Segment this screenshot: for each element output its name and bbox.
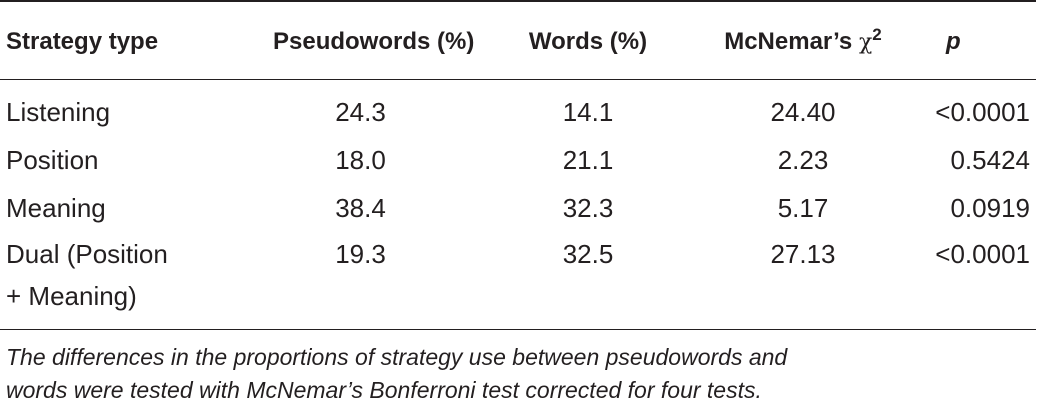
header-chi-symbol: χ [858,30,873,55]
cell-chi2: 27.13 [770,239,836,269]
cell-words: 14.1 [562,97,614,127]
table-footnote: The differences in the proportions of st… [6,341,1030,407]
table-header-rule [0,79,1036,80]
cell-pseudowords: 24.3 [335,97,386,127]
table-top-rule [0,0,1036,2]
header-strategy-type: Strategy type [6,28,159,55]
cell-chi2: 2.23 [777,145,829,175]
cell-strategy: Meaning [6,193,106,223]
cell-p: <0.0001 [935,97,1030,127]
cell-words: 32.3 [562,193,614,223]
cell-pseudowords: 38.4 [335,193,386,223]
header-mcnemar-label: McNemar’s [724,28,853,55]
cell-words: 32.5 [562,239,614,269]
header-pseudowords: Pseudowords (%) [273,28,475,55]
cell-pseudowords: 18.0 [335,145,386,175]
cell-pseudowords: 19.3 [335,239,386,269]
header-chi-superscript: 2 [872,25,882,44]
header-p: p [946,28,961,55]
cell-strategy-continued: + Meaning) [6,281,137,311]
cell-strategy: Dual (Position [6,239,168,269]
header-words: Words (%) [528,28,648,55]
footnote-line-1: The differences in the proportions of st… [6,344,788,370]
header-mcnemar: McNemar’s χ2 [703,25,903,56]
cell-p: <0.0001 [935,239,1030,269]
cell-p: 0.0919 [950,193,1030,223]
cell-chi2: 24.40 [770,97,836,127]
cell-strategy: Listening [6,97,111,127]
cell-strategy: Position [6,145,99,175]
cell-chi2: 5.17 [777,193,829,223]
footnote-line-2: words were tested with McNemar’s Bonferr… [6,377,762,403]
cell-words: 21.1 [562,145,614,175]
table-bottom-rule [0,329,1036,330]
cell-p: 0.5424 [950,145,1030,175]
